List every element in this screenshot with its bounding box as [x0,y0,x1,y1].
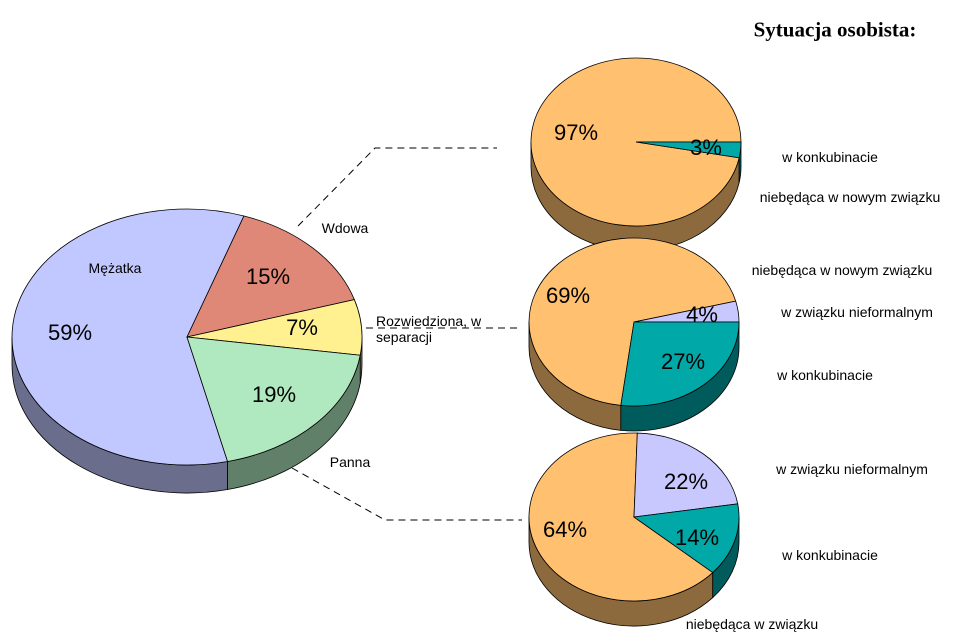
pie-slice [633,432,739,518]
pie-slice [528,432,714,602]
chart-title: Sytuacja osobista: [753,17,917,42]
value-label: 97% [553,120,599,145]
value-label: 59% [47,320,93,345]
pie-slice [186,215,355,338]
pie-slice [632,503,740,574]
category-label: w konkubinacie [782,547,878,563]
leader-lines [291,147,522,521]
category-label: Panna [329,454,371,470]
category-label: w konkubinacie [777,367,873,383]
leader-line [297,147,497,227]
value-label: 64% [542,517,588,542]
category-label: Rozwiedziona, w separacji [376,313,482,345]
category-label: w związku nieformalnym [781,304,933,320]
category-label: Mężatka [88,260,142,276]
category-label: Wdowa [321,220,369,236]
value-label: 7% [286,315,318,340]
category-label: niebędąca w nowym związku [751,262,933,278]
value-label: 22% [663,469,709,494]
value-label: 3% [690,135,722,160]
category-label: niebędąca w nowym związku [759,189,941,205]
pie-slice [528,237,737,406]
category-label: niebędąca w związku [685,616,819,632]
leader-line [291,467,522,521]
category-label: w związku nieformalnym [776,461,928,477]
pie-slice [11,208,245,466]
value-label: 27% [660,349,706,374]
value-label: 19% [251,382,297,407]
pie-slice [635,141,742,159]
value-label: 15% [245,264,291,289]
value-label: 69% [545,283,591,308]
value-label: 14% [674,525,720,550]
pie-slice [620,321,740,407]
category-label: w konkubinacie [782,149,878,165]
pie-slice [186,336,361,462]
value-label: 4% [686,302,718,327]
